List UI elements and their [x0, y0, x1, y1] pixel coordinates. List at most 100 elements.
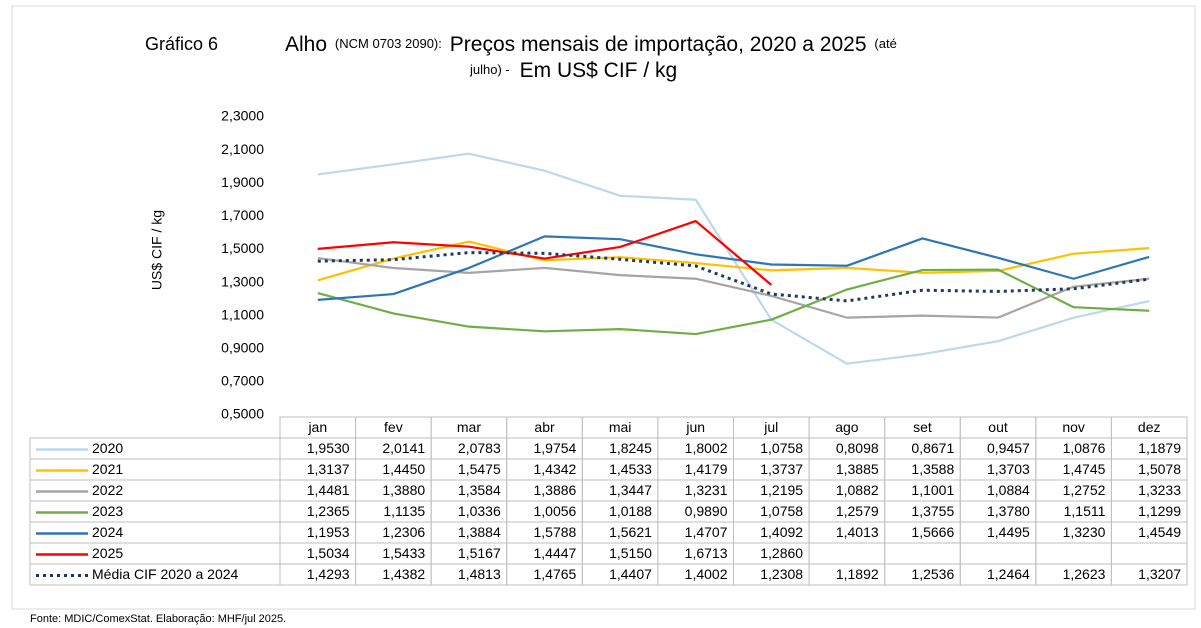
table-cell — [1110, 563, 1188, 586]
table-value: 1,3207 — [1138, 566, 1181, 582]
table-value: 1,4813 — [458, 566, 501, 582]
chart-number: Gráfico 6 — [145, 34, 218, 54]
table-value: 1,0336 — [458, 503, 501, 519]
table-value: 1,4745 — [1063, 461, 1106, 477]
table-value: 1,4407 — [609, 566, 652, 582]
table-value: 0,8098 — [836, 440, 879, 456]
x-tick-label: ago — [835, 419, 859, 435]
table-value: 1,3737 — [760, 461, 803, 477]
y-tick-label: 2,3000 — [221, 108, 264, 124]
legend-label: 2025 — [92, 545, 123, 561]
table-value: 1,9754 — [534, 440, 577, 456]
legend-label: 2021 — [92, 461, 123, 477]
table-value: 1,2860 — [760, 545, 803, 561]
y-tick-label: 0,7000 — [221, 373, 264, 389]
table-value: 1,3584 — [458, 482, 501, 498]
table-value: 1,2623 — [1063, 566, 1106, 582]
legend-label: 2024 — [92, 524, 123, 540]
y-tick-label: 1,5000 — [221, 240, 264, 256]
table-value: 1,3755 — [911, 503, 954, 519]
y-tick-label: 2,1000 — [221, 141, 264, 157]
table-value: 1,2365 — [307, 503, 350, 519]
table-value: 1,0876 — [1063, 440, 1106, 456]
table-value: 1,4707 — [685, 524, 728, 540]
table-value: 1,1892 — [836, 566, 879, 582]
chart-title-2: julho) - Em US$ CIF / kg — [469, 59, 677, 82]
table-value: 1,6713 — [685, 545, 728, 561]
table-cell — [884, 542, 961, 565]
table-value: 1,5078 — [1138, 461, 1181, 477]
y-tick-label: 1,9000 — [221, 174, 264, 190]
table-value: 2,0141 — [382, 440, 425, 456]
table-value: 1,1511 — [1064, 503, 1106, 519]
table-value: 1,4549 — [1138, 524, 1181, 540]
table-value: 1,8245 — [609, 440, 652, 456]
table-value: 1,8002 — [685, 440, 728, 456]
table-value: 1,1135 — [383, 503, 425, 519]
table-value: 1,4002 — [685, 566, 728, 582]
y-tick-label: 1,3000 — [221, 273, 264, 289]
table-value: 1,0758 — [760, 503, 803, 519]
table-value: 1,4342 — [534, 461, 577, 477]
table-value: 1,1001 — [911, 482, 954, 498]
x-tick-label: mar — [457, 419, 481, 435]
y-tick-label: 1,1000 — [221, 306, 264, 322]
table-value: 1,0758 — [760, 440, 803, 456]
y-tick-label: 1,7000 — [221, 207, 264, 223]
table-value: 1,0882 — [836, 482, 879, 498]
table-value: 1,4092 — [760, 524, 803, 540]
table-value: 1,4179 — [685, 461, 728, 477]
table-value: 1,5433 — [382, 545, 425, 561]
y-tick-label: 0,5000 — [221, 406, 264, 422]
x-tick-label: jul — [763, 419, 778, 435]
x-tick-label: fev — [384, 419, 403, 435]
table-value: 1,4481 — [307, 482, 350, 498]
table-value: 1,4293 — [307, 566, 350, 582]
table-value: 1,3230 — [1063, 524, 1106, 540]
table-value: 1,2536 — [911, 566, 954, 582]
chart-border — [11, 5, 1196, 610]
table-value: 1,3231 — [685, 482, 728, 498]
table-value: 1,5475 — [458, 461, 501, 477]
table-cell — [959, 542, 1037, 565]
table-value: 1,2306 — [382, 524, 425, 540]
table-value: 1,3233 — [1138, 482, 1181, 498]
table-value: 1,2579 — [836, 503, 879, 519]
title-part: Em US$ CIF / kg — [520, 59, 678, 82]
title-part: (até — [874, 36, 896, 51]
y-tick-label: 0,9000 — [221, 339, 264, 355]
table-value: 1,4765 — [534, 566, 577, 582]
table-value: 1,4382 — [382, 566, 425, 582]
x-tick-label: jan — [307, 419, 327, 435]
title-part: (NCM 0703 2090): — [335, 36, 442, 51]
table-value: 1,4533 — [609, 461, 652, 477]
table-value: 1,4495 — [987, 524, 1030, 540]
x-tick-label: mai — [609, 419, 632, 435]
series-line — [317, 240, 1150, 282]
table-value: 1,4013 — [836, 524, 879, 540]
table-value: 1,2464 — [987, 566, 1030, 582]
legend-label: 2023 — [92, 503, 123, 519]
x-tick-label: dez — [1138, 419, 1161, 435]
table-value: 1,3780 — [987, 503, 1030, 519]
source-note: Fonte: MDIC/ComexStat. Elaboração: MHF/j… — [30, 613, 286, 625]
x-tick-label: out — [988, 419, 1008, 435]
table-value: 1,5034 — [307, 545, 350, 561]
table-value: 1,0056 — [534, 503, 577, 519]
table-value: 1,0188 — [609, 503, 652, 519]
table-cell — [1035, 542, 1112, 565]
table-value: 1,9530 — [307, 440, 350, 456]
table-value: 1,3885 — [836, 461, 879, 477]
table-value: 0,9457 — [987, 440, 1030, 456]
x-tick-label: set — [913, 419, 932, 435]
table-value: 1,5666 — [911, 524, 954, 540]
title-part: Preços mensais de importação, 2020 a 202… — [450, 33, 867, 56]
series-line — [317, 235, 1150, 301]
x-tick-label: abr — [534, 419, 555, 435]
table-value: 1,4450 — [382, 461, 425, 477]
table-value: 1,3703 — [987, 461, 1030, 477]
table-value: 1,5150 — [609, 545, 652, 561]
chart-title: Alho (NCM 0703 2090): Preços mensais de … — [285, 33, 897, 56]
x-tick-label: nov — [1062, 419, 1085, 435]
table-value: 1,3588 — [911, 461, 954, 477]
